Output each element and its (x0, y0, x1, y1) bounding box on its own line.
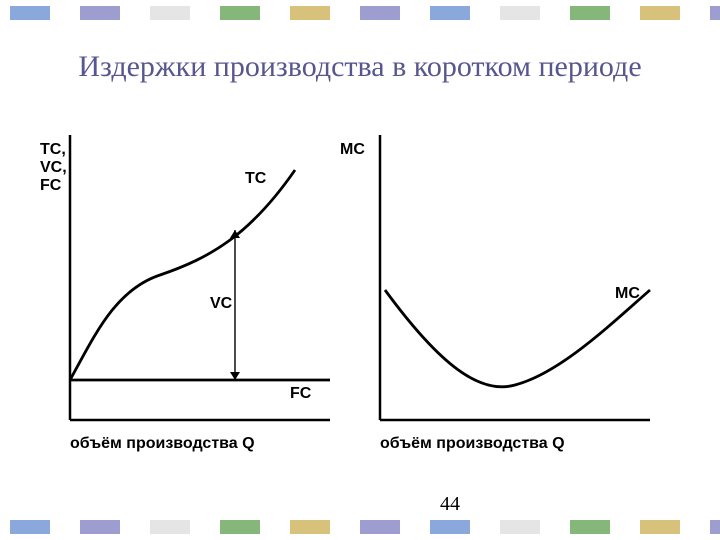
deco-strip-top (0, 6, 720, 20)
deco-swatch (10, 6, 50, 20)
deco-swatch (710, 6, 720, 20)
deco-swatch (640, 6, 680, 20)
chart-area: TC, VC, FC TC VC FC объём производства Q… (40, 135, 680, 485)
deco-swatch (80, 6, 120, 20)
deco-swatch (570, 6, 610, 20)
mc-curve (385, 290, 650, 387)
right-y-axis-label: MC (340, 141, 365, 159)
deco-swatch (430, 6, 470, 20)
deco-swatch (80, 520, 120, 534)
charts-svg (40, 135, 680, 465)
deco-swatch (10, 520, 50, 534)
left-chart (70, 135, 330, 420)
deco-swatch (360, 520, 400, 534)
deco-strip-bottom (0, 520, 720, 534)
deco-swatch (430, 520, 470, 534)
page-number: 44 (440, 493, 460, 516)
deco-swatch (150, 6, 190, 20)
fc-label: FC (290, 385, 311, 403)
tc-label: TC (245, 170, 266, 188)
deco-swatch (710, 520, 720, 534)
tc-curve (70, 170, 295, 380)
mc-label: MC (615, 285, 640, 303)
deco-swatch (150, 520, 190, 534)
right-x-axis-label: объём производства Q (380, 435, 565, 453)
deco-swatch (220, 6, 260, 20)
left-x-axis-label: объём производства Q (70, 435, 255, 453)
deco-swatch (290, 6, 330, 20)
slide: Издержки производства в коротком периоде (0, 0, 720, 540)
deco-swatch (290, 520, 330, 534)
left-y-axis-label: TC, VC, FC (40, 141, 67, 195)
deco-swatch (220, 520, 260, 534)
slide-title: Издержки производства в коротком периоде (0, 48, 720, 86)
deco-swatch (500, 6, 540, 20)
right-chart (380, 135, 650, 420)
deco-swatch (360, 6, 400, 20)
deco-swatch (570, 520, 610, 534)
deco-swatch (500, 520, 540, 534)
vc-label: VC (210, 295, 232, 313)
deco-swatch (640, 520, 680, 534)
